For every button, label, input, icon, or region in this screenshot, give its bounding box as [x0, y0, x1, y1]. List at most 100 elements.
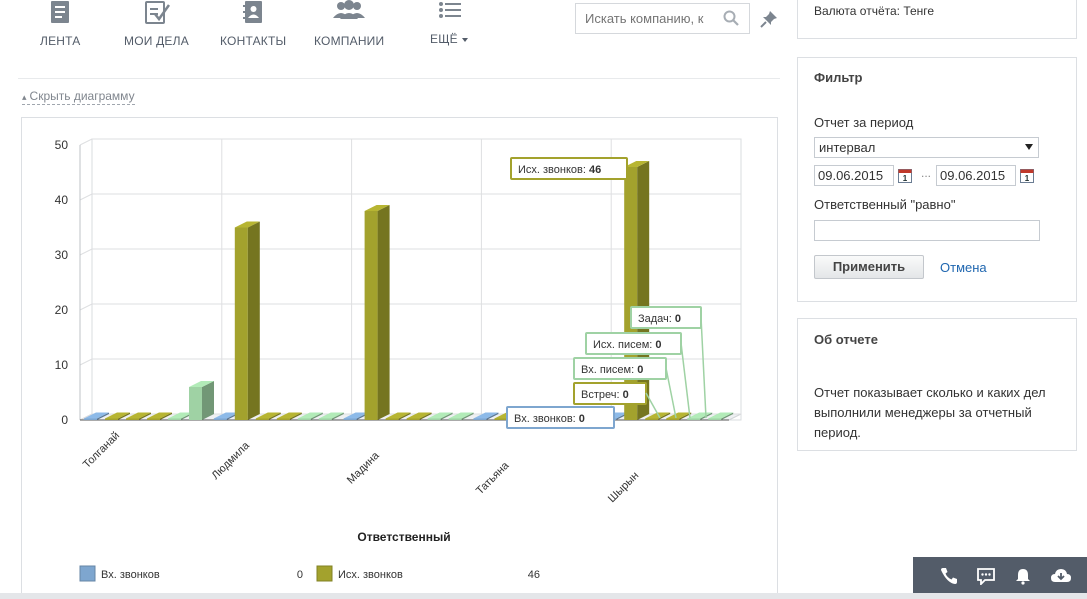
bar-top [234, 221, 260, 228]
chart-bar [189, 381, 214, 420]
tooltip-label: Вх. звонков: [514, 413, 579, 425]
bar-front [189, 387, 202, 420]
search-icon[interactable] [723, 10, 739, 26]
period-select-value: интервал [819, 140, 876, 155]
bar-top [297, 412, 323, 419]
bar-front [126, 418, 139, 420]
bar-top [448, 412, 474, 419]
search-box [575, 3, 750, 34]
pin-icon[interactable] [760, 10, 778, 28]
chat-icon[interactable] [977, 567, 995, 587]
feed-icon [49, 0, 71, 26]
hide-chart-link[interactable]: ▴ Скрыть диаграмму [22, 89, 135, 105]
tooltip-pointer [665, 367, 677, 419]
svg-text:1: 1 [903, 174, 908, 183]
nav-contacts[interactable]: Контакты [220, 0, 286, 48]
nav-my-tasks[interactable]: Мои дела [124, 0, 189, 48]
period-select[interactable]: интервал [814, 137, 1039, 158]
nav-more-label-wrap: Ещё [430, 32, 468, 46]
bar-front [427, 418, 441, 420]
bar-front [276, 418, 290, 420]
calendar-from-icon[interactable]: 1 [898, 168, 912, 183]
tooltip-text: Вх. звонков: 0 [514, 413, 585, 425]
x-tick-label: Татьяна [474, 459, 512, 497]
bar-top [168, 412, 193, 419]
search-input[interactable] [576, 4, 721, 33]
tooltip-text: Встреч: 0 [581, 389, 629, 401]
bar-side [419, 412, 432, 420]
chart-bar [84, 412, 109, 420]
bar-front [255, 418, 269, 420]
bar-front [318, 418, 332, 420]
bar-front [385, 418, 399, 420]
y-tick-label: 40 [55, 193, 69, 207]
bar-front [645, 418, 659, 420]
bar-side [202, 381, 214, 420]
more-list-icon [438, 0, 461, 26]
bar-top [473, 412, 499, 419]
chart-bar [645, 412, 671, 420]
phone-icon[interactable] [940, 567, 958, 585]
bar-top [708, 412, 734, 419]
nav-feed[interactable]: Лента [40, 0, 80, 48]
tooltip-pointer [680, 342, 691, 419]
calendar-to-icon[interactable]: 1 [1020, 168, 1034, 183]
apply-button[interactable]: Применить [814, 255, 924, 279]
bar-top [84, 412, 109, 419]
bar-top [666, 412, 692, 419]
tooltip-box [506, 406, 615, 429]
tooltip-label: Встреч: [581, 389, 623, 401]
bar-front [105, 418, 118, 420]
x-tick-label: Шырын [606, 470, 641, 505]
date-to-input[interactable]: 09.06.2015 [936, 165, 1016, 186]
filter-title: Фильтр [814, 70, 863, 85]
period-label: Отчет за период [814, 115, 914, 130]
bar-front [708, 418, 722, 420]
y-tick-label: 30 [55, 248, 69, 262]
bar-front [147, 418, 160, 420]
nav-more[interactable]: Ещё [430, 0, 468, 46]
bar-top [364, 205, 390, 211]
tooltip-text: Задач: 0 [638, 313, 681, 325]
bar-side [160, 412, 172, 420]
chart-tooltip: Задач: 0 [630, 306, 702, 329]
tooltip-label: Задач: [638, 313, 675, 325]
nav-contacts-label: Контакты [220, 34, 287, 48]
y-tick-label: 0 [61, 413, 68, 427]
chart-bar [448, 412, 474, 420]
bar-top [276, 412, 302, 419]
header-divider [18, 78, 780, 79]
chart-gridline-depth [79, 248, 93, 256]
dropdown-caret-icon [1025, 144, 1033, 150]
tooltip-pointer [645, 392, 661, 419]
companies-group-icon [332, 0, 366, 26]
x-axis-title: Ответственный [357, 530, 450, 544]
bar-side [461, 412, 474, 420]
about-title: Об отчете [814, 332, 878, 347]
legend-label: Вх. звонков [101, 569, 160, 581]
cloud-icon[interactable] [1050, 567, 1072, 585]
bell-icon[interactable] [1014, 567, 1032, 585]
date-from-input[interactable]: 09.06.2015 [814, 165, 894, 186]
tooltip-value: 0 [655, 339, 661, 351]
bar-top [318, 412, 344, 419]
bar-side [331, 412, 344, 420]
responsible-input[interactable] [814, 220, 1040, 241]
bar-front [624, 167, 638, 420]
chart-gridline-depth [79, 358, 93, 366]
tooltip-value: 0 [623, 389, 629, 401]
svg-text:1: 1 [1025, 174, 1030, 183]
legend-value: 0 [297, 569, 303, 581]
filter-card: Фильтр Отчет за период интервал 09.06.20… [797, 57, 1077, 302]
chart-bar [234, 221, 260, 420]
bar-front [364, 211, 378, 420]
bottom-toolbar [913, 557, 1087, 594]
tooltip-text: Вх. писем: 0 [581, 364, 643, 376]
tooltip-label: Исх. писем: [593, 339, 655, 351]
chart-tooltip: Исх. писем: 0 [585, 332, 682, 355]
nav-feed-label: Лента [40, 34, 81, 48]
bar-side [637, 161, 650, 420]
cancel-link[interactable]: Отмена [940, 260, 987, 275]
nav-companies[interactable]: Компании [314, 0, 384, 48]
